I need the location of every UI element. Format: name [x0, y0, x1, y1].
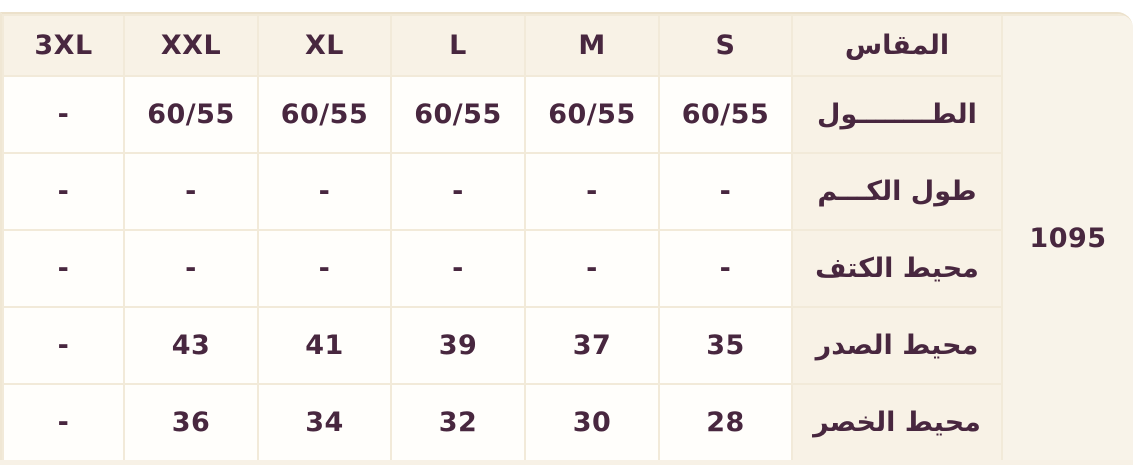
- value-cell: -: [2, 306, 125, 385]
- header-row: 1095 المقاس S M L XL XXL 3XL: [2, 14, 1133, 462]
- row-label-length: الطــــــــول: [791, 75, 1003, 154]
- row-length: الطــــــــول 60/55 60/55 60/55 60/55 60…: [2, 75, 1133, 154]
- value-cell: -: [390, 152, 526, 231]
- value-cell: 28: [658, 383, 793, 462]
- row-shoulder: محيط الكتف - - - - - -: [2, 229, 1133, 308]
- value-cell: -: [658, 152, 793, 231]
- row-label-chest: محيط الصدر: [791, 306, 1003, 385]
- row-label-sleeve-length: طول الكـــم: [791, 152, 1003, 231]
- value-cell: -: [658, 229, 793, 308]
- value-cell: -: [123, 152, 259, 231]
- row-label-waist: محيط الخصر: [791, 383, 1003, 462]
- size-chart-table: 1095 المقاس S M L XL XXL 3XL الطــــــــ…: [2, 14, 1133, 462]
- value-cell: 60/55: [390, 75, 526, 154]
- row-label-shoulder: محيط الكتف: [791, 229, 1003, 308]
- page-bottom-strip: [0, 460, 1133, 465]
- value-cell: -: [2, 75, 125, 154]
- size-header-xxl: XXL: [123, 14, 259, 77]
- size-header-m: M: [524, 14, 660, 77]
- row-waist: محيط الخصر 28 30 32 34 36 -: [2, 383, 1133, 462]
- value-cell: 60/55: [524, 75, 660, 154]
- value-cell: 34: [257, 383, 392, 462]
- value-cell: 35: [658, 306, 793, 385]
- value-cell: -: [257, 229, 392, 308]
- size-column-header: المقاس: [791, 14, 1003, 77]
- value-cell: -: [2, 152, 125, 231]
- value-cell: -: [390, 229, 526, 308]
- size-chart-card: 1095 المقاس S M L XL XXL 3XL الطــــــــ…: [0, 12, 1133, 464]
- value-cell: 36: [123, 383, 259, 462]
- value-cell: 60/55: [257, 75, 392, 154]
- size-header-s: S: [658, 14, 793, 77]
- value-cell: 43: [123, 306, 259, 385]
- value-cell: 32: [390, 383, 526, 462]
- value-cell: -: [524, 229, 660, 308]
- value-cell: 39: [390, 306, 526, 385]
- value-cell: 60/55: [658, 75, 793, 154]
- value-cell: -: [2, 383, 125, 462]
- value-cell: 41: [257, 306, 392, 385]
- value-cell: 60/55: [123, 75, 259, 154]
- value-cell: 30: [524, 383, 660, 462]
- product-code: 1095: [1001, 14, 1133, 462]
- value-cell: -: [123, 229, 259, 308]
- value-cell: -: [257, 152, 392, 231]
- value-cell: -: [2, 229, 125, 308]
- size-header-3xl: 3XL: [2, 14, 125, 77]
- size-header-xl: XL: [257, 14, 392, 77]
- row-chest: محيط الصدر 35 37 39 41 43 -: [2, 306, 1133, 385]
- row-sleeve-length: طول الكـــم - - - - - -: [2, 152, 1133, 231]
- value-cell: 37: [524, 306, 660, 385]
- size-header-l: L: [390, 14, 526, 77]
- value-cell: -: [524, 152, 660, 231]
